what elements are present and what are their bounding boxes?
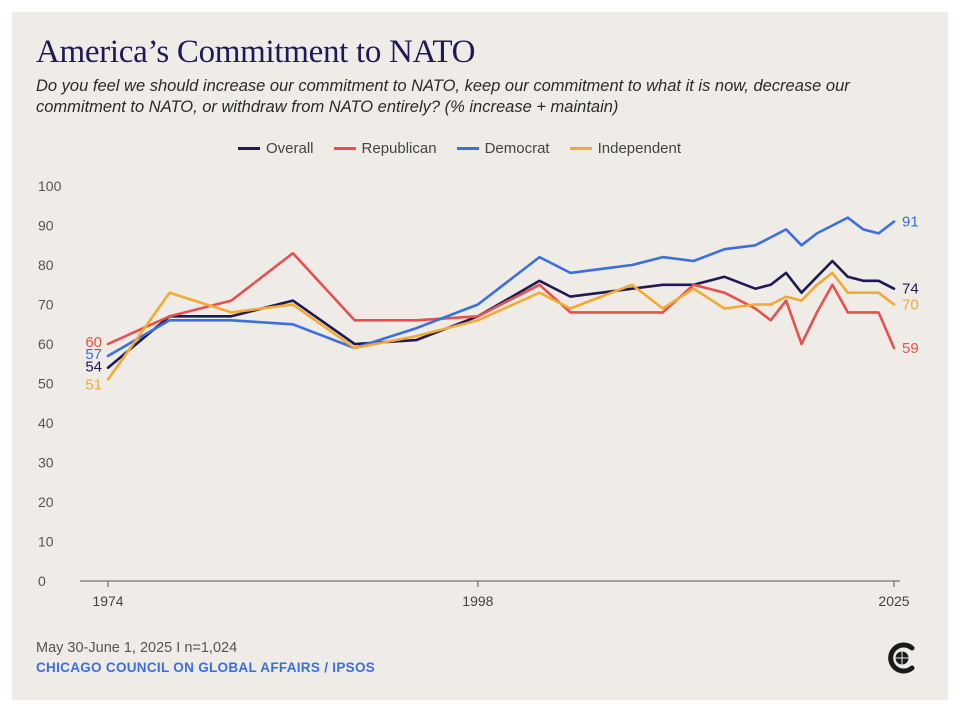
x-tick-label: 1998 (462, 593, 493, 609)
footer-date-line: May 30-June 1, 2025 I n=1,024 (36, 640, 238, 656)
y-tick-label: 40 (38, 415, 54, 431)
legend-label-republican: Republican (361, 140, 437, 157)
legend-label-democrat: Democrat (484, 140, 550, 157)
x-tick-label: 1974 (92, 593, 123, 609)
start-label-democrat: 57 (85, 346, 102, 363)
legend-item-overall: Overall (238, 140, 314, 157)
chart-title: America’s Commitment to NATO (36, 34, 476, 70)
legend-swatch-independent (569, 147, 592, 150)
x-tick-label: 2025 (878, 593, 909, 609)
chicago-council-logo-icon (888, 642, 915, 674)
legend-item-democrat: Democrat (456, 140, 550, 157)
legend-swatch-republican (333, 147, 356, 150)
start-label-republican: 60 (85, 334, 102, 351)
chart-legend: Overall Republican Democrat Independent (238, 140, 681, 157)
y-tick-label: 70 (38, 297, 54, 313)
y-tick-label: 0 (38, 573, 46, 589)
legend-swatch-democrat (456, 147, 479, 150)
y-tick-label: 30 (38, 455, 54, 471)
y-tick-label: 60 (38, 336, 54, 352)
chart-subtitle: Do you feel we should increase our commi… (36, 77, 850, 116)
end-label-independent: 70 (902, 297, 919, 314)
legend-item-republican: Republican (333, 140, 437, 157)
y-tick-label: 20 (38, 494, 54, 510)
end-label-overall: 74 (902, 281, 919, 298)
legend-label-overall: Overall (266, 140, 314, 157)
end-label-republican: 59 (902, 340, 919, 357)
y-tick-label: 90 (38, 218, 54, 234)
start-label-independent: 51 (85, 377, 102, 394)
y-tick-label: 80 (38, 257, 54, 273)
legend-item-independent: Independent (569, 140, 682, 157)
series-line-overall (106, 259, 896, 370)
y-tick-label: 100 (38, 178, 62, 194)
y-tick-label: 50 (38, 376, 54, 392)
y-tick-label: 10 (38, 534, 54, 550)
legend-label-independent: Independent (597, 140, 682, 157)
chart-card: America’s Commitment to NATO Do you feel… (12, 12, 948, 700)
series-line-democrat (106, 216, 896, 358)
footer-source: CHICAGO COUNCIL ON GLOBAL AFFAIRS / IPSO… (36, 660, 376, 675)
start-label-overall: 54 (85, 359, 102, 376)
series-line-independent (106, 271, 896, 381)
end-label-democrat: 91 (902, 214, 919, 231)
legend-swatch-overall (238, 147, 260, 150)
